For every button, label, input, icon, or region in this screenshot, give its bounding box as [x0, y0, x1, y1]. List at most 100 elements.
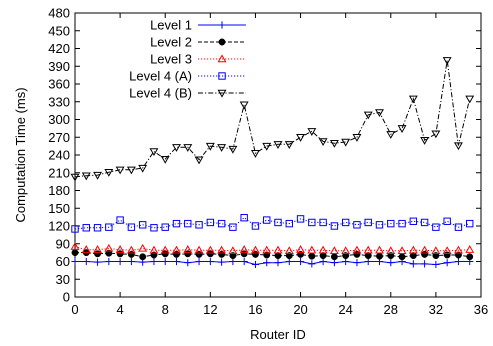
data-point — [172, 144, 181, 152]
data-point — [465, 95, 475, 104]
data-point — [262, 142, 272, 151]
data-point — [421, 260, 429, 268]
data-point — [195, 221, 203, 229]
data-point — [251, 250, 259, 258]
data-point — [104, 243, 114, 252]
data-point — [454, 223, 463, 231]
data-point — [138, 221, 147, 229]
data-point — [126, 245, 136, 254]
axis-ticks: 0306090120150180210240270300330360390420… — [48, 6, 488, 318]
data-point — [466, 253, 474, 261]
legend-marker — [218, 72, 226, 80]
data-point — [218, 258, 226, 266]
data-point — [341, 246, 351, 255]
data-point — [217, 219, 226, 228]
data-point — [386, 246, 396, 255]
legend-label: Level 1 — [150, 18, 192, 33]
data-point — [161, 223, 169, 231]
legend-item: Level 2 — [150, 35, 246, 50]
data-point — [352, 245, 362, 254]
data-point — [127, 250, 135, 258]
data-point — [250, 245, 260, 254]
data-point — [116, 257, 124, 266]
y-tick-label: 450 — [48, 23, 70, 38]
data-point — [70, 173, 80, 182]
data-point — [81, 172, 91, 181]
data-point — [443, 217, 451, 225]
data-point — [420, 137, 430, 145]
data-point — [363, 245, 373, 254]
data-point — [341, 138, 351, 147]
data-point — [330, 222, 339, 230]
data-point — [465, 245, 475, 253]
data-point — [161, 257, 169, 266]
data-point — [239, 101, 249, 110]
data-point — [421, 250, 429, 258]
data-point — [138, 164, 148, 173]
data-point — [240, 257, 248, 266]
legend-item: Level 3 — [150, 52, 246, 67]
y-axis-label: Computation Time (ms) — [13, 87, 28, 222]
y-tick-label: 150 — [48, 201, 70, 216]
data-point — [319, 218, 327, 227]
data-point — [409, 252, 417, 260]
data-point — [284, 246, 294, 255]
series-0 — [71, 257, 474, 269]
series-line — [74, 246, 470, 252]
legend-label: Level 2 — [150, 35, 192, 50]
data-point — [274, 218, 282, 227]
data-point — [342, 257, 350, 266]
data-point — [116, 250, 124, 258]
x-tick-label: 20 — [293, 302, 307, 317]
data-point — [82, 257, 90, 266]
data-point — [273, 141, 283, 149]
data-point — [160, 245, 170, 254]
data-point — [352, 134, 362, 142]
data-point — [195, 257, 203, 266]
data-point — [172, 219, 181, 228]
data-point — [330, 259, 338, 267]
data-point — [296, 134, 306, 142]
series-group — [70, 57, 475, 269]
x-tick-label: 28 — [384, 302, 398, 317]
data-point — [205, 245, 215, 254]
data-point — [442, 57, 452, 65]
data-point — [296, 245, 306, 253]
y-tick-label: 90 — [56, 236, 70, 251]
y-tick-label: 180 — [48, 183, 70, 198]
data-point — [387, 259, 395, 267]
data-point — [375, 245, 384, 254]
data-point — [126, 166, 136, 175]
data-point — [160, 155, 170, 164]
data-point — [70, 242, 80, 250]
legend-label: Level 4 (A) — [129, 69, 192, 84]
data-point — [127, 223, 136, 231]
y-tick-label: 120 — [48, 219, 70, 234]
data-point — [263, 216, 271, 224]
data-point — [81, 245, 91, 253]
x-tick-label: 32 — [429, 302, 443, 317]
data-point — [285, 257, 293, 266]
data-point — [375, 109, 384, 118]
legend-marker — [217, 54, 227, 63]
data-point — [183, 144, 193, 152]
data-point — [398, 219, 406, 228]
data-point — [432, 223, 440, 231]
y-tick-label: 480 — [48, 6, 70, 21]
data-point — [262, 245, 272, 254]
data-point — [127, 257, 135, 266]
data-point — [353, 250, 361, 258]
data-point — [274, 252, 282, 260]
data-point — [364, 252, 372, 260]
data-point — [274, 259, 282, 267]
data-point — [93, 171, 103, 180]
data-point — [453, 142, 463, 151]
data-point — [239, 245, 249, 253]
data-point — [139, 253, 147, 261]
legend-marker — [218, 21, 226, 29]
data-point — [296, 257, 305, 266]
data-point — [432, 260, 440, 269]
data-point — [93, 245, 103, 253]
